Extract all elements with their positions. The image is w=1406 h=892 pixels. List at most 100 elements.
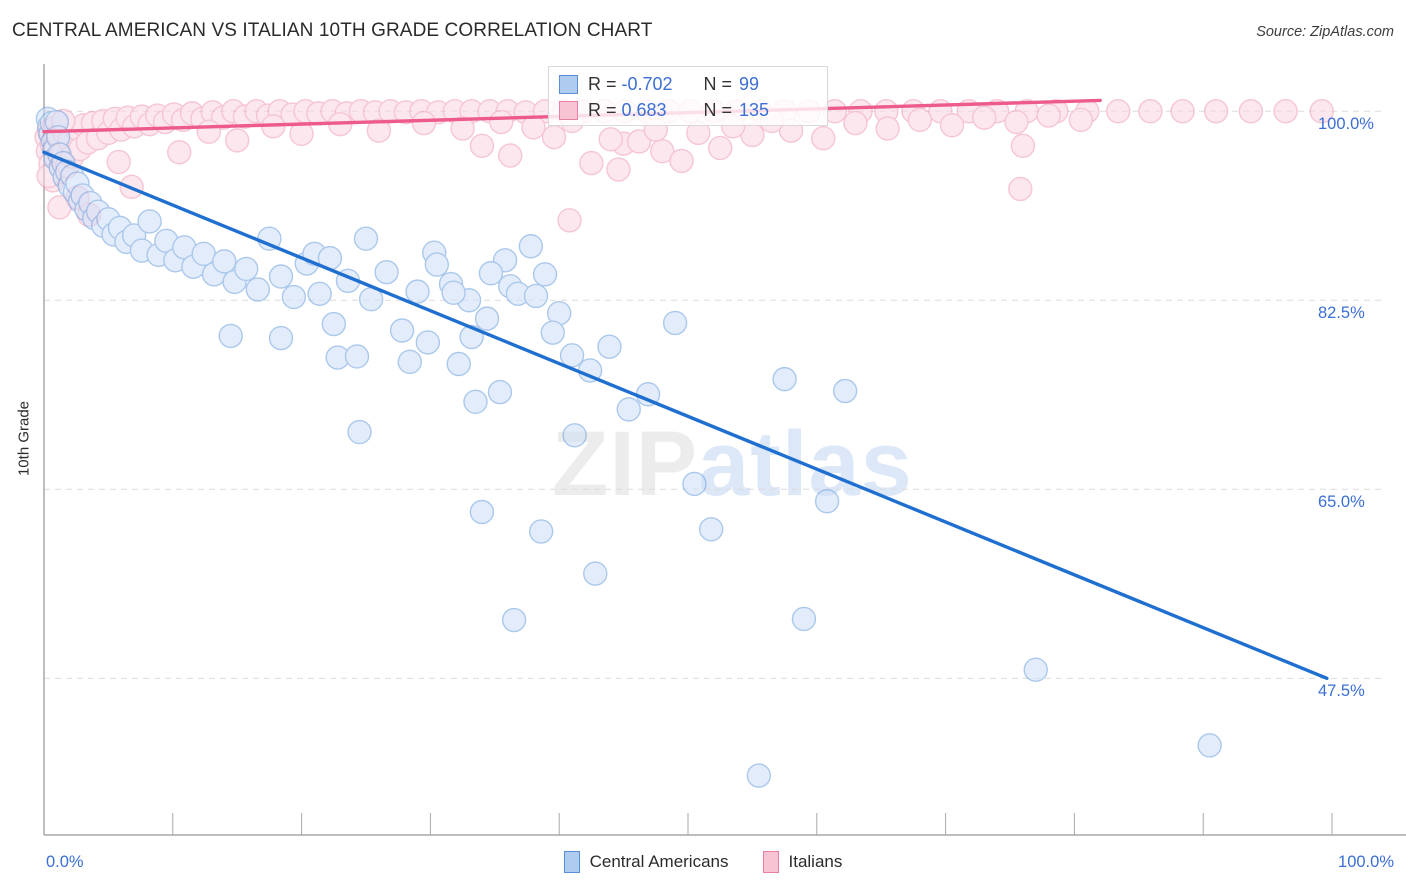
data-point <box>521 115 546 140</box>
data-point <box>791 606 817 632</box>
data-point <box>366 118 392 143</box>
data-point <box>478 261 504 286</box>
data-point <box>518 234 544 259</box>
data-point <box>106 149 131 175</box>
data-point <box>498 143 523 168</box>
data-point <box>528 519 554 544</box>
legend-item-central-americans[interactable]: Central Americans <box>563 851 729 873</box>
data-point <box>374 259 399 285</box>
data-point <box>415 330 441 355</box>
data-point <box>811 126 836 151</box>
data-point <box>708 135 733 161</box>
data-point <box>746 763 772 788</box>
data-point <box>196 119 222 144</box>
data-point <box>907 107 933 133</box>
data-point <box>1309 99 1334 124</box>
data-point <box>1197 733 1222 758</box>
data-point <box>626 129 652 154</box>
data-point <box>405 279 430 304</box>
data-point <box>469 499 495 525</box>
stats-r-value-2: 0.683 <box>621 99 667 120</box>
legend-label-italians: Italians <box>788 852 843 871</box>
data-point <box>347 419 372 445</box>
data-point <box>167 140 192 165</box>
page-title: CENTRAL AMERICAN VS ITALIAN 10TH GRADE C… <box>12 20 653 41</box>
x-tick-label-min: 0.0% <box>46 853 84 871</box>
data-point <box>541 124 567 150</box>
data-point <box>606 157 631 182</box>
data-point <box>397 349 422 375</box>
data-point <box>682 471 707 497</box>
data-point <box>1238 99 1264 124</box>
data-point <box>939 113 965 138</box>
data-point <box>1105 99 1131 124</box>
data-point <box>234 256 259 282</box>
data-point <box>843 110 868 136</box>
data-point <box>972 105 997 130</box>
data-point <box>424 252 450 277</box>
y-tick-label-65: 65.0% <box>1318 493 1365 512</box>
series-points-central-americans <box>35 106 1222 788</box>
data-point <box>1036 103 1061 128</box>
data-point <box>583 561 608 586</box>
data-point <box>487 379 513 405</box>
data-point <box>598 127 623 152</box>
data-point <box>224 128 250 153</box>
stats-row-central-americans: R = -0.702 N = 99 <box>559 71 817 97</box>
data-point <box>772 366 797 392</box>
data-point <box>875 116 900 141</box>
data-point <box>1004 109 1029 135</box>
data-point <box>669 148 694 174</box>
data-point <box>411 110 437 136</box>
data-point <box>321 311 346 337</box>
legend-swatch-central-americans <box>563 851 580 873</box>
data-point <box>268 264 294 289</box>
data-point <box>1008 176 1033 202</box>
y-tick-label-47: 47.5% <box>1318 682 1365 701</box>
data-point <box>1203 99 1229 124</box>
data-point <box>1068 107 1094 133</box>
stats-swatch-blue <box>559 74 578 94</box>
data-point <box>1170 99 1195 124</box>
data-point <box>523 283 549 309</box>
data-point <box>540 320 565 345</box>
stats-n-label-1: N = <box>703 73 733 94</box>
data-point <box>441 280 466 305</box>
data-point <box>532 262 558 287</box>
data-point <box>446 351 471 377</box>
data-point <box>489 109 514 135</box>
data-point <box>281 284 307 310</box>
source-attribution: Source: ZipAtlas.com <box>1256 24 1394 40</box>
data-point <box>218 323 243 349</box>
y-tick-label-100: 100.0% <box>1318 115 1374 134</box>
stats-n-value-1: 99 <box>739 73 760 94</box>
stats-r-label-2: R = <box>588 99 617 120</box>
data-point <box>832 378 858 404</box>
data-point <box>389 318 415 343</box>
data-point <box>557 208 582 233</box>
data-point <box>1138 99 1163 124</box>
stats-row-italians: R = 0.683 N = 135 <box>559 97 817 123</box>
data-point <box>137 209 162 234</box>
data-point <box>450 116 475 141</box>
data-point <box>698 517 724 542</box>
stats-swatch-pink <box>559 100 578 120</box>
data-point <box>662 310 688 336</box>
trendline-central-americans <box>42 150 1329 681</box>
data-point <box>463 389 488 415</box>
data-point <box>469 133 495 158</box>
legend-item-italians[interactable]: Italians <box>762 851 843 873</box>
data-point <box>212 249 237 274</box>
stats-n-value-2: 135 <box>739 99 770 120</box>
data-point <box>559 343 585 368</box>
data-point <box>814 488 840 514</box>
y-tick-label-82: 82.5% <box>1318 304 1365 323</box>
data-point <box>268 325 294 351</box>
data-point <box>344 344 370 369</box>
legend-swatch-italians <box>762 851 779 873</box>
data-point <box>1010 133 1036 158</box>
data-point <box>307 281 332 306</box>
correlation-stats-box: R = -0.702 N = 99 R = 0.683 N = 135 <box>548 66 828 126</box>
